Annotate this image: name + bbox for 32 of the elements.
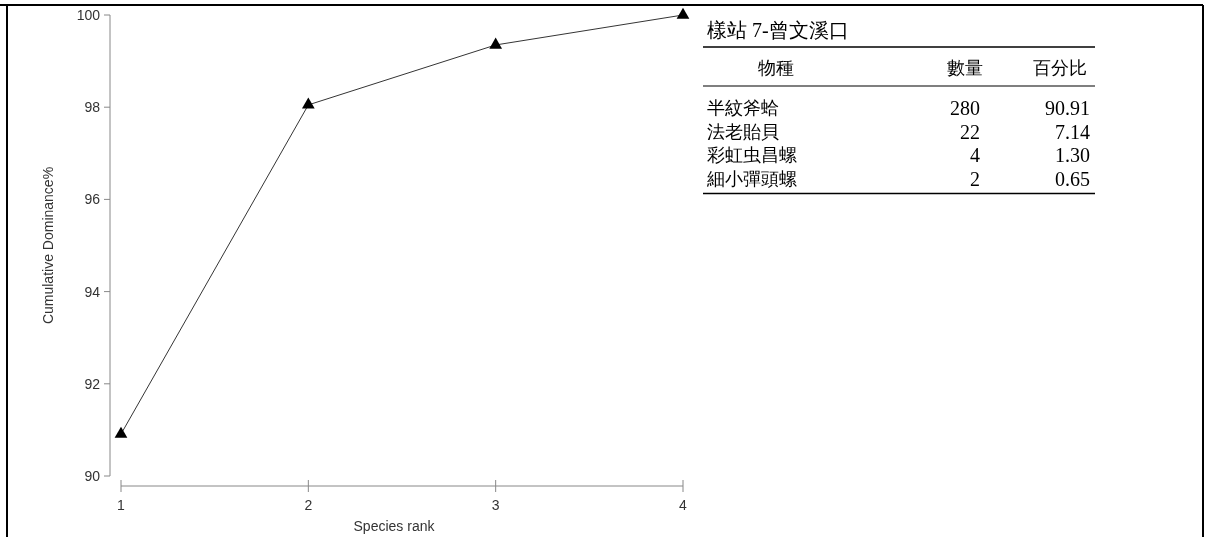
data-label: 2	[970, 167, 980, 190]
x-tick-label: 1	[117, 496, 126, 513]
point	[301, 97, 315, 109]
data-label: 90.91	[1045, 97, 1090, 119]
data-label: 4	[970, 144, 980, 166]
y-axis-title: Cumulative Dominance%	[39, 166, 56, 325]
y-tick-label: 96	[84, 191, 101, 208]
y-tick-label: 92	[84, 375, 101, 392]
point	[676, 7, 690, 19]
category-label: 法老貽貝	[707, 121, 779, 142]
data-label: 22	[960, 120, 980, 143]
category-label: 半紋斧蛤	[707, 98, 779, 119]
data-label: 0.65	[1055, 167, 1090, 190]
text: 百分比	[1033, 58, 1087, 79]
category-label: 細小彈頭螺	[706, 168, 797, 189]
x-tick-label: 4	[679, 496, 688, 513]
point	[489, 37, 503, 49]
category-label: 彩虹虫昌螺	[707, 145, 797, 166]
text: 物種	[758, 58, 794, 79]
y-tick-label: 90	[84, 467, 101, 484]
y-tick-label: 100	[76, 6, 101, 23]
data-label: 7.14	[1055, 120, 1090, 143]
data-label: 1.30	[1055, 144, 1090, 166]
x-tick-label: 3	[491, 496, 500, 513]
x-tick-label: 2	[304, 496, 313, 513]
y-tick-label: 94	[84, 283, 101, 300]
data-label: 280	[950, 97, 980, 119]
text: 數量	[947, 58, 983, 79]
text: 樣站 7-曾文溪口	[707, 19, 849, 41]
point	[114, 426, 128, 438]
y-tick-label: 98	[84, 99, 101, 116]
x-axis-title: Species rank	[353, 517, 436, 534]
